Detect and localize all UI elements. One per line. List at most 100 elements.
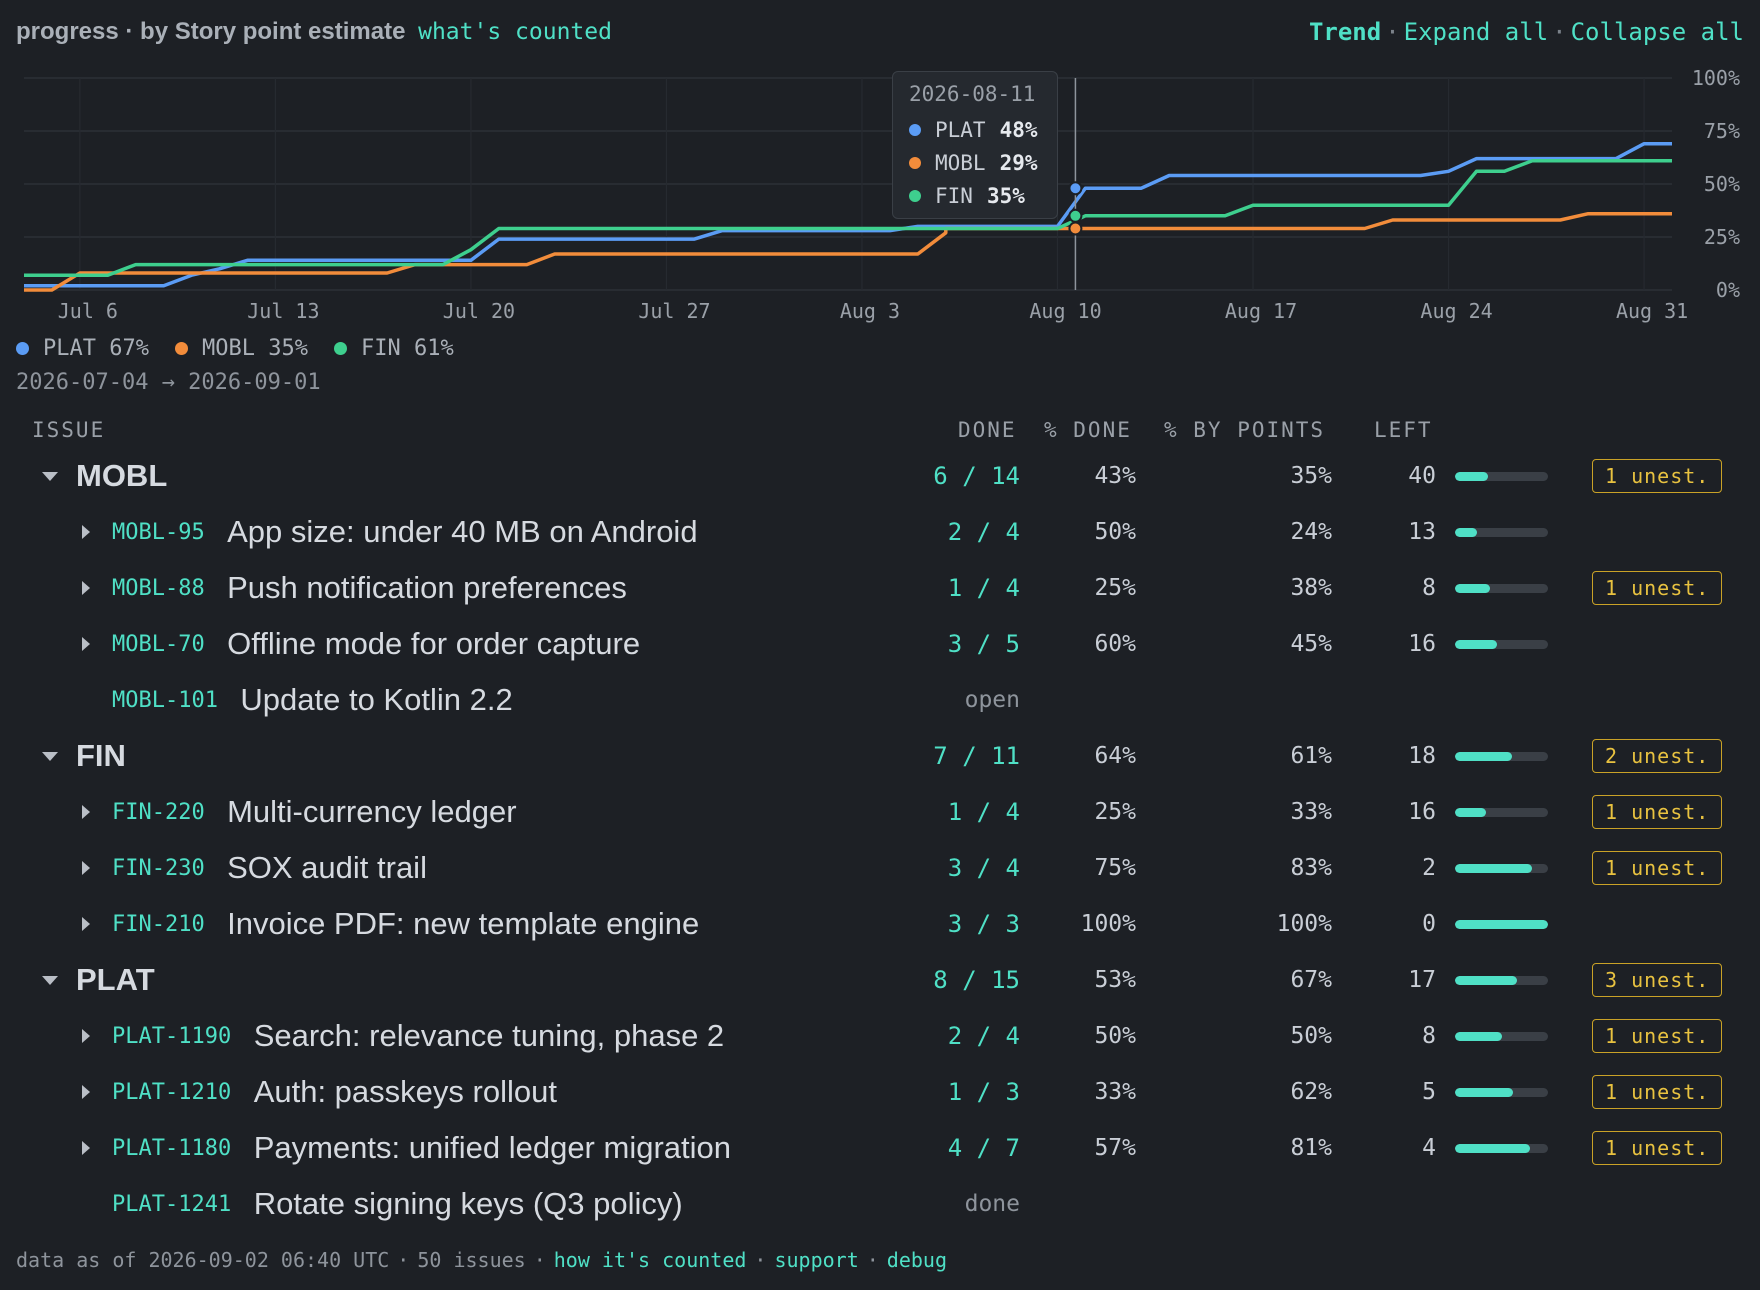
done-count: 7 / 11 bbox=[933, 742, 1020, 770]
table-row[interactable]: PLAT-1190 Search: relevance tuning, phase… bbox=[0, 1008, 1760, 1064]
issue-key-link[interactable]: MOBL-95 bbox=[112, 519, 205, 545]
tooltip-series: PLAT bbox=[935, 117, 986, 142]
unestimated-badge[interactable]: 3 unest. bbox=[1592, 952, 1723, 1008]
issue-key-link[interactable]: FIN-230 bbox=[112, 855, 205, 881]
issue-key-link[interactable]: MOBL-88 bbox=[112, 575, 205, 601]
y-tick-label: 100% bbox=[1692, 66, 1740, 90]
progress-bar bbox=[1455, 504, 1548, 560]
y-tick-label: 25% bbox=[1704, 225, 1740, 249]
pct-by-points: 33% bbox=[1290, 799, 1332, 825]
support-link[interactable]: support bbox=[774, 1248, 859, 1272]
pct-done: 43% bbox=[1094, 463, 1136, 489]
series-line-mobl[interactable] bbox=[24, 211, 1672, 292]
legend-dot-icon bbox=[333, 342, 347, 355]
x-tick-label: Aug 3 bbox=[840, 299, 900, 323]
pct-by-points: 24% bbox=[1290, 519, 1332, 545]
expand-caret-icon[interactable] bbox=[78, 560, 94, 616]
table-row[interactable]: FIN-220 Multi-currency ledger 1 / 4 25% 33% 1… bbox=[0, 784, 1760, 840]
expand-caret-icon[interactable] bbox=[78, 1008, 94, 1064]
trend-toggle[interactable]: Trend bbox=[1308, 18, 1382, 46]
table-row[interactable]: FIN-210 Invoice PDF: new template engine 3… bbox=[0, 896, 1760, 952]
progress-bar bbox=[1455, 1120, 1548, 1176]
pct-by-points: 50% bbox=[1290, 1023, 1332, 1049]
points-left: 8 bbox=[1422, 575, 1436, 601]
date-range: 2026-07-04 → 2026-09-01 bbox=[16, 370, 321, 395]
pct-done: 25% bbox=[1094, 575, 1136, 601]
collapse-caret-icon[interactable] bbox=[42, 952, 58, 1008]
tooltip-value: 48% bbox=[999, 117, 1038, 142]
done-count: 2 / 4 bbox=[947, 518, 1020, 546]
pct-done: 75% bbox=[1094, 855, 1136, 881]
trend-chart[interactable]: 100% 75% 50% 25% 0% Jul 6 Jul 13 Jul 20 Jul 27 Au… bbox=[0, 60, 1760, 335]
expand-caret-icon[interactable] bbox=[78, 616, 94, 672]
issue-key-link[interactable]: PLAT-1210 bbox=[112, 1079, 232, 1105]
issue-key-link[interactable]: FIN-210 bbox=[112, 911, 205, 937]
pct-done: 100% bbox=[1080, 911, 1136, 937]
legend-item-fin[interactable]: FIN 61% bbox=[333, 336, 454, 361]
table-row[interactable]: MOBL-95 App size: under 40 MB on Android 2… bbox=[0, 504, 1760, 560]
legend-dot-icon bbox=[16, 342, 29, 355]
action-separator: · bbox=[1552, 18, 1567, 46]
table-row[interactable]: MOBL-70 Offline mode for order capture 3 /… bbox=[0, 616, 1760, 672]
issue-key-link[interactable]: PLAT-1241 bbox=[112, 1191, 232, 1217]
table-row[interactable]: PLAT-1180 Payments: unified ledger migrat… bbox=[0, 1120, 1760, 1176]
title-separator: · bbox=[125, 18, 134, 45]
pct-by-points: 35% bbox=[1290, 463, 1332, 489]
table-row[interactable]: MOBL-88 Push notification preferences 1 / … bbox=[0, 560, 1760, 616]
group-title: MOBL bbox=[76, 458, 168, 493]
issue-summary: Invoice PDF: new template engine bbox=[227, 906, 700, 941]
tooltip-series: MOBL bbox=[935, 150, 986, 175]
unestimated-badge[interactable]: 1 unest. bbox=[1592, 1064, 1723, 1120]
expand-caret-icon[interactable] bbox=[78, 840, 94, 896]
footer-separator: · bbox=[754, 1248, 767, 1272]
legend-item-mobl[interactable]: MOBL 35% bbox=[174, 336, 308, 361]
pct-done: 50% bbox=[1094, 519, 1136, 545]
whats-counted-link[interactable]: what's counted bbox=[418, 19, 612, 45]
how-counted-link[interactable]: how it's counted bbox=[553, 1248, 747, 1272]
issue-summary: Rotate signing keys (Q3 policy) bbox=[253, 1186, 683, 1221]
group-row[interactable]: PLAT 8 / 15 53% 67% 17 3 unest. bbox=[0, 952, 1760, 1008]
group-row[interactable]: MOBL 6 / 14 43% 35% 40 1 unest. bbox=[0, 448, 1760, 504]
unestimated-badge[interactable]: 1 unest. bbox=[1592, 784, 1723, 840]
points-left: 18 bbox=[1408, 743, 1436, 769]
expand-caret-icon[interactable] bbox=[78, 784, 94, 840]
tooltip-dot-icon bbox=[909, 189, 921, 202]
progress-bar bbox=[1455, 952, 1548, 1008]
unestimated-badge[interactable]: 1 unest. bbox=[1592, 840, 1723, 896]
unestimated-badge[interactable]: 1 unest. bbox=[1592, 1120, 1723, 1176]
expand-all-button[interactable]: Expand all bbox=[1403, 18, 1549, 46]
legend-item-plat[interactable]: PLAT 67% bbox=[16, 336, 149, 361]
done-count: 3 / 5 bbox=[947, 630, 1020, 658]
pct-by-points: 83% bbox=[1290, 855, 1332, 881]
unestimated-badge[interactable]: 2 unest. bbox=[1592, 728, 1723, 784]
expand-caret-icon[interactable] bbox=[78, 504, 94, 560]
pct-by-points: 62% bbox=[1290, 1079, 1332, 1105]
group-row[interactable]: FIN 7 / 11 64% 61% 18 2 unest. bbox=[0, 728, 1760, 784]
unestimated-badge[interactable]: 1 unest. bbox=[1592, 560, 1723, 616]
pct-by-points: 100% bbox=[1276, 911, 1332, 937]
unestimated-badge[interactable]: 1 unest. bbox=[1592, 448, 1723, 504]
issue-key-link[interactable]: PLAT-1190 bbox=[112, 1023, 232, 1049]
issue-key-link[interactable]: MOBL-70 bbox=[112, 631, 205, 657]
hover-point-plat bbox=[1068, 181, 1083, 196]
debug-link[interactable]: debug bbox=[886, 1248, 948, 1272]
collapse-caret-icon[interactable] bbox=[42, 448, 58, 504]
collapse-caret-icon[interactable] bbox=[42, 728, 58, 784]
issue-summary: Offline mode for order capture bbox=[227, 626, 641, 661]
unestimated-badge[interactable]: 1 unest. bbox=[1592, 1008, 1723, 1064]
progress-bar bbox=[1455, 840, 1548, 896]
expand-caret-icon[interactable] bbox=[78, 1064, 94, 1120]
table-row[interactable]: PLAT-1210 Auth: passkeys rollout 1 / 3 33% 6… bbox=[0, 1064, 1760, 1120]
expand-caret-icon[interactable] bbox=[78, 1120, 94, 1176]
expand-caret-icon[interactable] bbox=[78, 896, 94, 952]
collapse-all-button[interactable]: Collapse all bbox=[1570, 18, 1744, 46]
table-row[interactable]: FIN-230 SOX audit trail 3 / 4 75% 83% 2 1 unes… bbox=[0, 840, 1760, 896]
issue-key-link[interactable]: FIN-220 bbox=[112, 799, 205, 825]
legend-label: PLAT bbox=[43, 336, 96, 361]
chart-tooltip: 2026-08-11 PLAT 48% MOBL 29% FIN 35% bbox=[892, 71, 1058, 219]
pct-done: 53% bbox=[1094, 967, 1136, 993]
issue-key-link[interactable]: PLAT-1180 bbox=[112, 1135, 232, 1161]
series-line-fin[interactable] bbox=[24, 158, 1672, 277]
issue-key-link[interactable]: MOBL-101 bbox=[112, 687, 218, 713]
points-left: 5 bbox=[1422, 1079, 1436, 1105]
